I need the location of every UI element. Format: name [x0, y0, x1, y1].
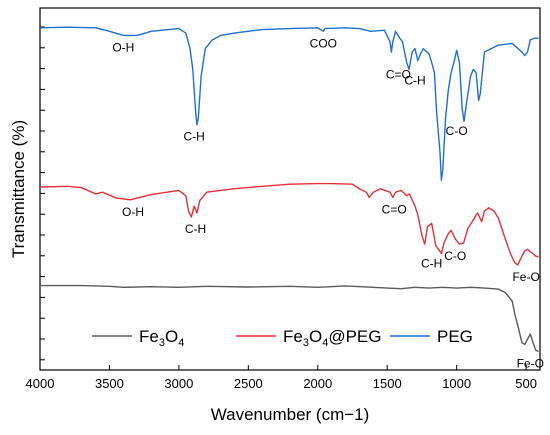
legend-subscript: 3	[159, 337, 165, 349]
series-line-fe3o4peg	[39, 182, 539, 266]
legend-subscript: 4	[178, 337, 184, 349]
x-tick-label: 3500	[95, 376, 124, 391]
legend-text-part: @PEG	[328, 327, 381, 346]
peak-annotation: O-H	[122, 205, 144, 219]
legend-label: Fe3O4	[139, 327, 184, 349]
legend-text-part: O	[309, 327, 322, 346]
peak-annotation: COO	[310, 36, 337, 50]
x-tick-label: 2500	[234, 376, 263, 391]
legend-subscript: 4	[322, 337, 328, 349]
peak-annotation: Fe-O	[517, 356, 544, 370]
peak-annotation: C=O	[386, 67, 411, 81]
annotation-layer: O-H COOC-HC=OC-HC-OO-HC-HC=OC-HC-OFe-OFe-…	[112, 36, 544, 370]
legend-label: PEG	[437, 327, 473, 346]
series-line-peg	[39, 26, 539, 181]
peak-annotation: C-H	[184, 130, 205, 144]
x-tick-label: 4000	[26, 376, 55, 391]
x-tick-label: 1500	[373, 376, 402, 391]
legend-text-part: PEG	[437, 327, 473, 346]
series-line-fe3o4	[40, 284, 539, 353]
x-axis-ticks: 4000 3500 3000 2500 2000 1500 1000 500	[26, 365, 537, 391]
peak-annotation: C=O	[382, 202, 407, 216]
legend: Fe3O4 Fe3O4@PEG PEG	[92, 327, 473, 349]
plot-frame	[39, 7, 541, 371]
legend-text-part: O	[165, 327, 178, 346]
peak-annotation: Fe-O	[512, 270, 539, 284]
x-tick-label: 1000	[442, 376, 471, 391]
x-tick-label: 500	[515, 376, 537, 391]
peak-annotation: C-H	[404, 74, 425, 88]
legend-text-part: Fe	[139, 327, 159, 346]
legend-subscript: 3	[303, 337, 309, 349]
peak-annotation: C-H	[421, 257, 442, 271]
x-tick-label: 3000	[164, 376, 193, 391]
series-layer	[39, 26, 539, 353]
peak-annotation: C-O	[446, 124, 468, 138]
legend-text-part: Fe	[283, 327, 303, 346]
x-axis-title: Wavenumber (cm−1)	[211, 405, 370, 424]
x-tick-label: 2000	[303, 376, 332, 391]
legend-label: Fe3O4@PEG	[283, 327, 382, 349]
peak-annotation: C-O	[444, 249, 466, 263]
y-axis-title: Transmittance (%)	[9, 120, 28, 258]
peak-annotation: C-H	[185, 222, 206, 236]
peak-annotation: O-H	[112, 40, 134, 54]
y-axis-ticks	[40, 26, 45, 361]
